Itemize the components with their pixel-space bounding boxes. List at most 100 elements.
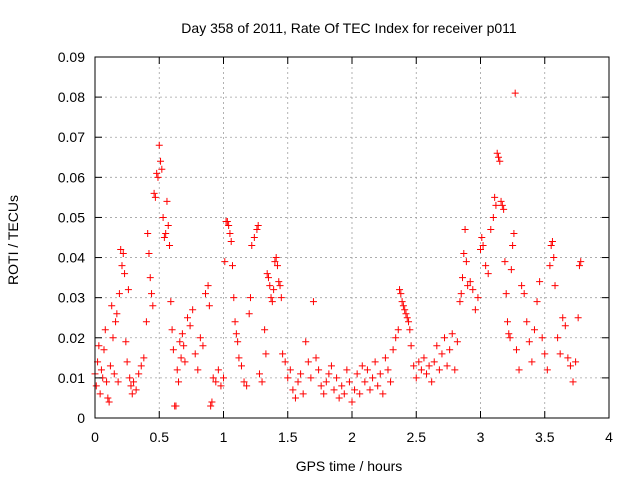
data-point <box>457 290 465 298</box>
data-points <box>91 89 585 410</box>
data-point <box>506 334 514 342</box>
data-point <box>402 310 410 318</box>
data-point <box>453 338 461 346</box>
data-point <box>184 314 192 322</box>
data-point <box>520 290 528 298</box>
data-point <box>122 338 130 346</box>
y-tick-label: 0.01 <box>58 370 85 386</box>
data-point <box>482 262 490 270</box>
data-point <box>401 306 409 314</box>
data-point <box>270 286 278 294</box>
data-point <box>471 306 479 314</box>
data-point <box>361 378 369 386</box>
data-point <box>196 334 204 342</box>
data-point <box>276 282 284 290</box>
data-point <box>208 398 216 406</box>
data-point <box>277 294 285 302</box>
data-point <box>228 262 236 270</box>
data-point <box>389 346 397 354</box>
data-point <box>297 370 305 378</box>
data-point <box>113 310 121 318</box>
data-point <box>461 225 469 233</box>
data-point <box>497 197 505 205</box>
data-point <box>438 350 446 358</box>
data-point <box>118 262 126 270</box>
data-point <box>106 362 114 370</box>
data-point <box>144 229 152 237</box>
data-point <box>569 378 577 386</box>
data-point <box>189 306 197 314</box>
data-point <box>140 354 148 362</box>
data-point <box>312 354 320 362</box>
data-point <box>253 225 261 233</box>
data-point <box>315 366 323 374</box>
y-tick-label: 0.08 <box>58 89 85 105</box>
data-point <box>511 89 519 97</box>
data-point <box>172 402 180 410</box>
data-point <box>487 225 495 233</box>
data-point <box>271 258 279 266</box>
data-point <box>474 294 482 302</box>
data-point <box>135 370 143 378</box>
data-point <box>425 362 433 370</box>
data-point <box>272 254 280 262</box>
data-point <box>546 262 554 270</box>
data-point <box>528 358 536 366</box>
data-point <box>114 378 122 386</box>
data-point <box>369 374 377 382</box>
data-point <box>338 382 346 390</box>
data-point <box>551 282 559 290</box>
data-point <box>266 282 274 290</box>
data-point <box>572 358 580 366</box>
data-point <box>191 350 199 358</box>
data-point <box>304 358 312 366</box>
data-point <box>149 302 157 310</box>
data-point <box>494 153 502 161</box>
data-point <box>261 326 269 334</box>
data-point <box>146 274 154 282</box>
data-point <box>459 274 467 282</box>
data-point <box>254 221 262 229</box>
data-point <box>371 358 379 366</box>
data-point <box>235 354 243 362</box>
data-point <box>356 390 364 398</box>
data-point <box>177 354 185 362</box>
data-point <box>456 298 464 306</box>
data-point <box>489 213 497 221</box>
data-point <box>574 314 582 322</box>
data-point <box>202 290 210 298</box>
data-point <box>117 246 125 254</box>
y-tick-label: 0.09 <box>58 49 85 65</box>
data-point <box>214 366 222 374</box>
data-point <box>153 169 161 177</box>
data-point <box>217 382 225 390</box>
data-point <box>176 338 184 346</box>
data-point <box>294 378 302 386</box>
data-point <box>515 366 523 374</box>
data-point <box>559 314 567 322</box>
x-tick-label: 0 <box>91 429 99 445</box>
data-point <box>547 242 555 250</box>
data-point <box>396 286 404 294</box>
data-point <box>556 350 564 358</box>
data-point <box>159 213 167 221</box>
data-point <box>478 234 486 241</box>
data-point <box>394 326 402 334</box>
data-point <box>479 242 487 250</box>
x-tick-label: 3 <box>477 429 485 445</box>
data-point <box>166 242 174 250</box>
data-point <box>366 386 374 394</box>
data-point <box>451 366 459 374</box>
data-point <box>317 382 325 390</box>
data-point <box>264 274 272 282</box>
data-point <box>240 378 248 386</box>
data-point <box>279 350 287 358</box>
data-point <box>533 298 541 306</box>
data-point <box>420 354 428 362</box>
data-point <box>335 394 343 402</box>
y-tick-label: 0.06 <box>58 169 85 185</box>
data-point <box>330 386 338 394</box>
data-point <box>501 258 509 266</box>
data-point <box>150 189 158 197</box>
